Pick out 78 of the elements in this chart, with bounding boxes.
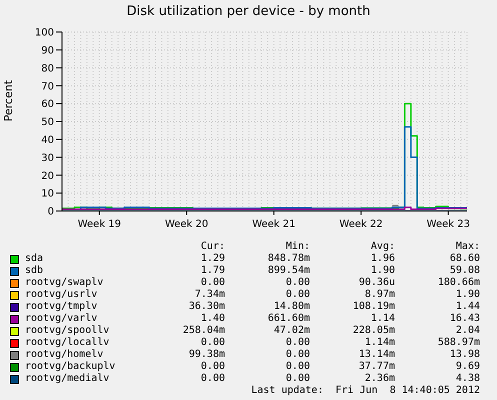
text: 1.96 [370, 253, 395, 265]
x-tick-label: Week 21 [252, 219, 296, 230]
text: Last update: Fri Jun 8 14:40:05 2012 [250, 385, 480, 397]
text: 9.69 [454, 361, 480, 373]
y-tick-label: 100 [34, 28, 54, 39]
text: 0.00 [284, 289, 310, 301]
text: 2.36m [364, 373, 395, 385]
text: 1.90 [370, 265, 395, 277]
y-tick-label: 60 [41, 99, 54, 110]
legend-label: rootvg/tmplv [25, 301, 98, 313]
legend-label: rootvg/backuplv [25, 361, 116, 373]
chart-title: Disk utilization per device - by month [126, 3, 372, 21]
legend-label: sda [25, 253, 44, 265]
text: 0.00 [284, 373, 310, 385]
text: 16.43 [448, 313, 480, 325]
text: 258.04m [182, 325, 225, 337]
text: 8.97m [364, 289, 395, 301]
legend-label: rootvg/varlv [25, 313, 98, 325]
text: 47.02m [272, 325, 310, 337]
x-tick-label: Week 22 [339, 219, 383, 230]
text: 0.00 [284, 361, 310, 373]
y-tick-label: 20 [41, 170, 54, 182]
text: Min: [284, 241, 310, 253]
text: 848.78m [266, 253, 310, 265]
text: 0.00 [200, 337, 225, 349]
text: 1.90 [454, 289, 480, 301]
text: 180.66m [436, 277, 480, 289]
text: 2.04 [454, 325, 480, 337]
text: 228.05m [352, 325, 395, 337]
text: 0.00 [284, 277, 310, 289]
text: 59.08 [448, 265, 480, 277]
x-tick-label: Week 20 [164, 219, 208, 230]
y-tick-label: 40 [41, 134, 54, 146]
legend-label: rootvg/locallv [25, 337, 110, 349]
text: 13.14m [358, 349, 395, 361]
y-tick-label: 30 [41, 152, 54, 164]
text: 0.00 [284, 337, 310, 349]
x-tick-label: Week 23 [426, 219, 470, 230]
text: 1.29 [200, 253, 225, 265]
text: Avg: [370, 241, 395, 253]
text: 99.38m [188, 349, 225, 361]
text: 0.00 [200, 361, 225, 373]
y-tick-label: 90 [41, 45, 54, 56]
y-tick-label: 50 [41, 117, 54, 128]
legend-label: rootvg/homelv [25, 349, 104, 361]
y-tick-label: 80 [41, 63, 54, 74]
text: 1.14m [364, 337, 395, 349]
text: 37.77m [358, 361, 395, 373]
text: 1.44 [454, 301, 480, 313]
text: 0.00 [284, 349, 310, 361]
text: 13.98 [448, 349, 480, 361]
text: 1.79 [200, 265, 225, 277]
legend-label: rootvg/medialv [25, 373, 110, 385]
y-tick-label: 10 [41, 188, 54, 200]
text: 7.34m [194, 289, 225, 301]
y-axis-title: Percent [2, 79, 15, 122]
text: 661.60m [266, 313, 310, 325]
text: 36.30m [188, 301, 225, 313]
text: 0.00 [200, 373, 225, 385]
legend-label: sdb [25, 265, 44, 277]
text: 0.00 [200, 277, 225, 289]
text: 899.54m [266, 265, 310, 277]
legend-label: rootvg/swaplv [25, 277, 104, 289]
legend-label: rootvg/usrlv [25, 289, 98, 301]
text: 588.97m [436, 337, 480, 349]
text: Cur: [200, 241, 225, 253]
text: 1.40 [200, 313, 225, 325]
text: 1.14 [370, 313, 395, 325]
text: 14.80m [272, 301, 310, 313]
text: 4.38 [454, 373, 480, 385]
text: 68.60 [448, 253, 480, 265]
y-tick-label: 0 [48, 206, 54, 218]
text: 108.19m [352, 301, 395, 313]
text: Max: [454, 241, 480, 253]
text: 90.36u [358, 277, 395, 289]
legend-label: rootvg/spoollv [25, 325, 110, 337]
y-tick-label: 70 [41, 81, 54, 92]
x-tick-label: Week 19 [78, 219, 122, 230]
